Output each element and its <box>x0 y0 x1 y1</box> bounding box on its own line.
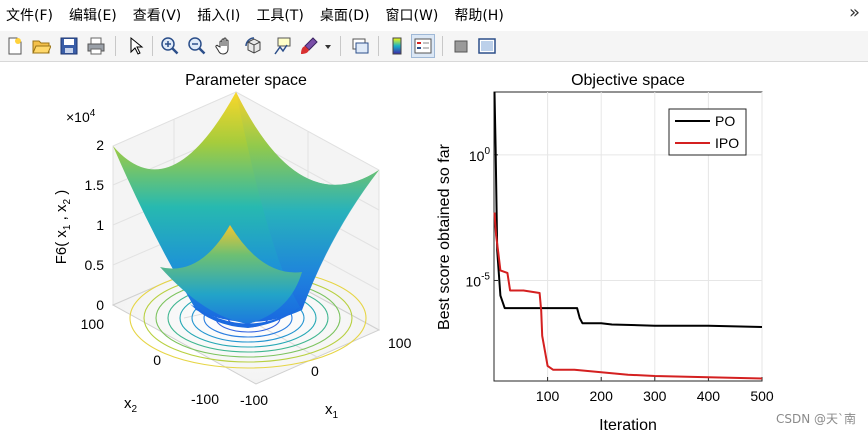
colorbar-icon[interactable] <box>385 34 409 58</box>
x1-tick-label: 0 <box>311 363 319 379</box>
print-icon[interactable] <box>84 34 108 58</box>
x-tick-labels: 100 200 300 400 500 <box>536 388 774 404</box>
menu-help[interactable]: 帮助(H) <box>454 8 504 24</box>
menu-window[interactable]: 窗口(W) <box>385 8 439 24</box>
menu-tools[interactable]: 工具(T) <box>256 8 304 24</box>
menu-view[interactable]: 查看(V) <box>132 8 182 24</box>
x1-tick-label: -100 <box>240 392 268 408</box>
surface-right-panel <box>236 92 379 310</box>
x-tick-label: 300 <box>643 388 667 404</box>
x1-tick-label: 100 <box>388 335 412 351</box>
new-figure-icon[interactable] <box>3 34 27 58</box>
menu-insert[interactable]: 插入(I) <box>197 8 241 24</box>
toolbar-separator <box>152 36 153 56</box>
pointer-icon[interactable] <box>123 34 147 58</box>
link-plot-icon[interactable] <box>348 34 372 58</box>
z-tick-label: 1 <box>96 217 104 233</box>
menu-desktop[interactable]: 桌面(D) <box>319 8 370 24</box>
data-cursor-icon[interactable] <box>270 34 294 58</box>
brush-icon[interactable] <box>297 34 321 58</box>
y-axis-label: Best score obtained so far <box>436 143 453 330</box>
parameter-space-axes: Parameter space <box>53 72 412 421</box>
show-plot-tools-icon[interactable] <box>475 34 499 58</box>
brush-dropdown-icon[interactable] <box>321 34 335 58</box>
menu-edit[interactable]: 编辑(E) <box>68 8 117 24</box>
menu-overflow-icon[interactable]: » <box>848 2 860 23</box>
toolbar-separator <box>340 36 341 56</box>
z-tick-label: 1.5 <box>85 177 105 193</box>
x-tick-label: 400 <box>697 388 721 404</box>
y-tick-label: 100 <box>469 146 491 164</box>
rotate-3d-icon[interactable] <box>242 34 266 58</box>
menu-bar: 文件(F) 编辑(E) 查看(V) 插入(I) 工具(T) 桌面(D) 窗口(W… <box>0 0 868 30</box>
z-tick-label: 2 <box>96 137 104 153</box>
y-tick-label: 10-5 <box>466 271 491 289</box>
zoom-out-icon[interactable] <box>185 34 209 58</box>
save-icon[interactable] <box>57 34 81 58</box>
series-line-ipo <box>493 212 763 380</box>
figure-svg: Parameter space <box>53 72 774 434</box>
legend-label-po: PO <box>715 113 735 129</box>
figure-toolbar <box>0 31 868 62</box>
x2-tick-label: 100 <box>81 316 105 332</box>
toolbar-separator <box>442 36 443 56</box>
right-plot-title: Objective space <box>571 72 685 89</box>
z-tick-label: 0 <box>96 297 104 313</box>
open-file-icon[interactable] <box>29 34 53 58</box>
x2-tick-labels: 100 0 -100 <box>81 316 220 407</box>
x2-axis-label: x2 <box>124 395 138 415</box>
watermark: CSDN @天`南 <box>775 412 856 426</box>
zoom-in-icon[interactable] <box>158 34 182 58</box>
z-axis-label: F6( x1 , x2 ) <box>53 190 73 264</box>
x-axis-label: Iteration <box>599 417 657 434</box>
x2-tick-label: -100 <box>191 391 219 407</box>
toolbar-separator <box>115 36 116 56</box>
x1-axis-label: x1 <box>325 401 339 421</box>
x-tick-label: 500 <box>750 388 774 404</box>
z-tick-label: 0.5 <box>85 257 105 273</box>
legend-box <box>668 108 747 156</box>
series-lines <box>493 91 763 380</box>
left-plot-title: Parameter space <box>185 72 307 89</box>
pan-hand-icon[interactable] <box>213 34 237 58</box>
legend-label-ipo: IPO <box>715 135 739 151</box>
x1-tick-labels: -100 0 100 <box>240 335 412 408</box>
x-tick-label: 200 <box>590 388 614 404</box>
figure-canvas: Parameter space <box>0 62 868 435</box>
y-tick-labels: 100 10-5 <box>466 146 491 290</box>
hide-plot-tools-icon[interactable] <box>449 34 473 58</box>
x2-tick-label: 0 <box>153 352 161 368</box>
series-line-po <box>493 91 763 328</box>
toolbar-separator <box>378 36 379 56</box>
x-tick-label: 100 <box>536 388 560 404</box>
objective-space-axes: Objective space 100 200 300 400 500 10010-5 … <box>436 72 774 434</box>
grid-lines <box>494 92 763 381</box>
z-tick-labels: 2 1.5 1 0.5 0 <box>85 137 105 313</box>
surface-front-peak <box>160 225 302 324</box>
surface-bottom <box>190 304 302 328</box>
z-exponent: ×104 <box>66 108 96 125</box>
legend-icon[interactable] <box>411 34 435 58</box>
legend[interactable]: PO IPO <box>668 108 747 156</box>
menu-file[interactable]: 文件(F) <box>6 8 53 24</box>
